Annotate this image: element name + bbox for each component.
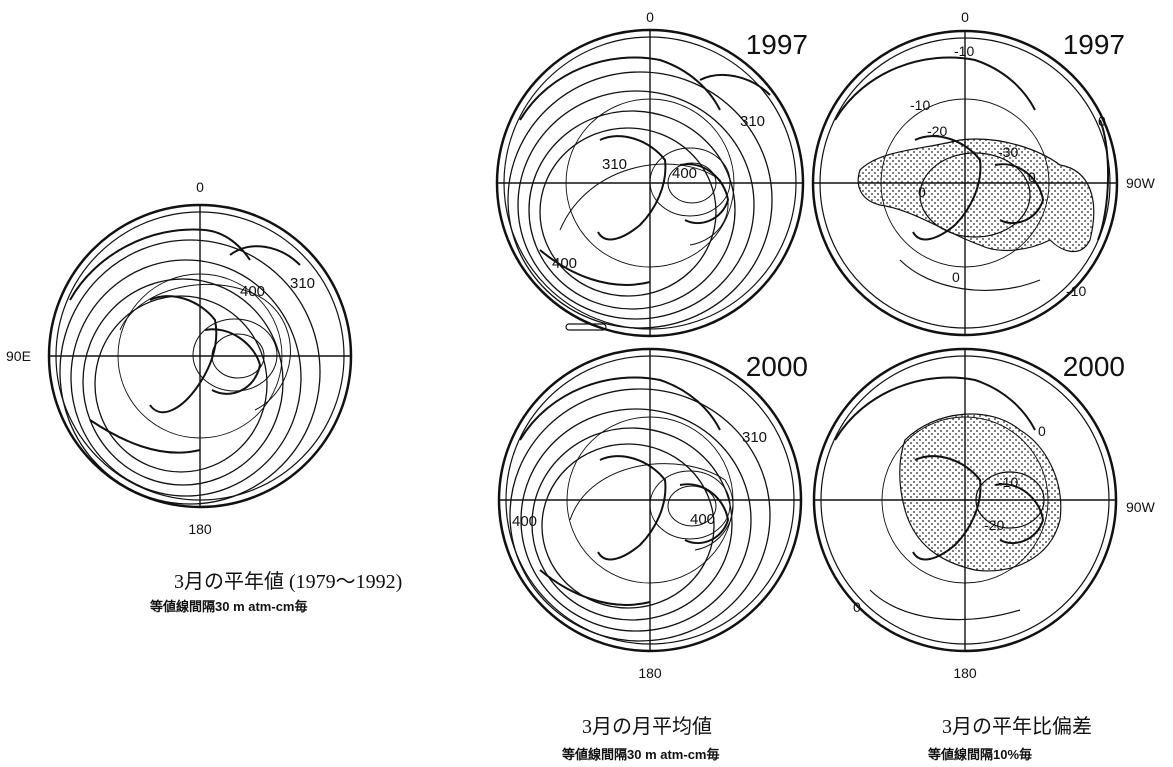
latitude-circle <box>881 416 1049 584</box>
contour-label: -20 <box>927 123 947 139</box>
anomaly-caption-interval: 等値線間隔10%毎 <box>928 747 1033 762</box>
meridian-label-right: 90W <box>1126 499 1156 515</box>
stippled-negative-region <box>858 139 1094 252</box>
contour-label: -10 <box>998 474 1018 490</box>
coastlines <box>834 56 1109 241</box>
climatology-caption-title: 3月の平年値 (1979～1992) <box>174 571 403 593</box>
anomaly-contours <box>869 413 1062 621</box>
year-label: 2000 <box>746 351 808 382</box>
contour-label: 0 <box>952 269 960 285</box>
contour-label: 400 <box>552 255 577 272</box>
meridian-label-bottom: 180 <box>188 521 212 537</box>
meridian-label-top: 0 <box>196 179 204 195</box>
coastlines <box>834 376 1045 561</box>
contour-label: 310 <box>742 429 767 446</box>
climatology-caption-interval: 等値線間隔30 m atm-cm毎 <box>150 599 308 614</box>
meridian-label-top: 0 <box>646 9 654 25</box>
contour-label: 0 <box>1098 113 1106 129</box>
anomaly-caption-title: 3月の平年比偏差 <box>942 716 1092 738</box>
anomaly-1997-map: -10 -10 -20 -30 0 0 0 -10 0 1997 0 90W <box>811 9 1156 337</box>
coastlines <box>519 376 730 606</box>
meridian-label-top: 0 <box>961 9 969 25</box>
contour-label: 0 <box>1038 423 1046 439</box>
contour-label: 0 <box>918 184 926 200</box>
anomaly-2000-map: 0 -10 -20 0 2000 180 90W <box>812 347 1156 681</box>
contour-label: -10 <box>910 97 930 113</box>
latitude-circle <box>565 98 735 268</box>
coastlines <box>69 228 301 454</box>
contour-label: 0 <box>1028 169 1036 185</box>
latitude-circle <box>117 273 283 439</box>
latitude-circle <box>880 98 1050 268</box>
year-label: 2000 <box>1063 351 1125 382</box>
contour-label: 400 <box>672 165 697 182</box>
meridian-label-bottom: 180 <box>638 665 662 681</box>
contour-label: 400 <box>512 513 537 530</box>
contour-label: 310 <box>602 156 627 173</box>
contour-label: -20 <box>984 517 1004 533</box>
contour-label: -30 <box>998 144 1018 160</box>
monthly-mean-2000-map: 310 400 400 2000 180 <box>497 347 808 681</box>
contour-label: 400 <box>690 511 715 528</box>
ozone-contours <box>59 239 321 505</box>
coastlines <box>519 56 771 286</box>
meridian-label-right: 90W <box>1126 175 1156 191</box>
meridian-label-bottom: 180 <box>953 665 977 681</box>
ozone-contours <box>509 388 771 642</box>
climatology-map: 310 400 0 180 90E <box>6 179 353 537</box>
contour-label: 400 <box>240 283 265 300</box>
contour-label: 0 <box>853 599 861 615</box>
monthly-mean-caption-title: 3月の月平均値 <box>582 716 712 738</box>
contour-label: -10 <box>1066 283 1086 299</box>
year-label: 1997 <box>746 29 808 60</box>
monthly-mean-1997-map: 310 310 400 400 1997 0 <box>495 9 808 338</box>
contour-label: 310 <box>740 113 765 130</box>
ozone-contours <box>507 71 773 331</box>
year-label: 1997 <box>1063 29 1125 60</box>
contour-label: -10 <box>954 43 974 59</box>
meridian-label-left: 90E <box>6 348 31 364</box>
contour-label: 310 <box>290 275 315 292</box>
monthly-mean-caption-interval: 等値線間隔30 m atm-cm毎 <box>562 747 720 762</box>
